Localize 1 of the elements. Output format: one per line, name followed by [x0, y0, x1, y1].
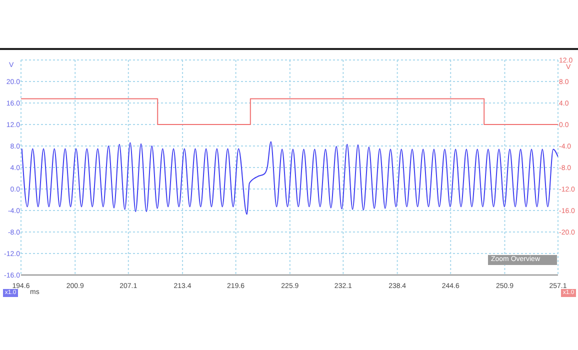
- line-series: [21, 141, 558, 215]
